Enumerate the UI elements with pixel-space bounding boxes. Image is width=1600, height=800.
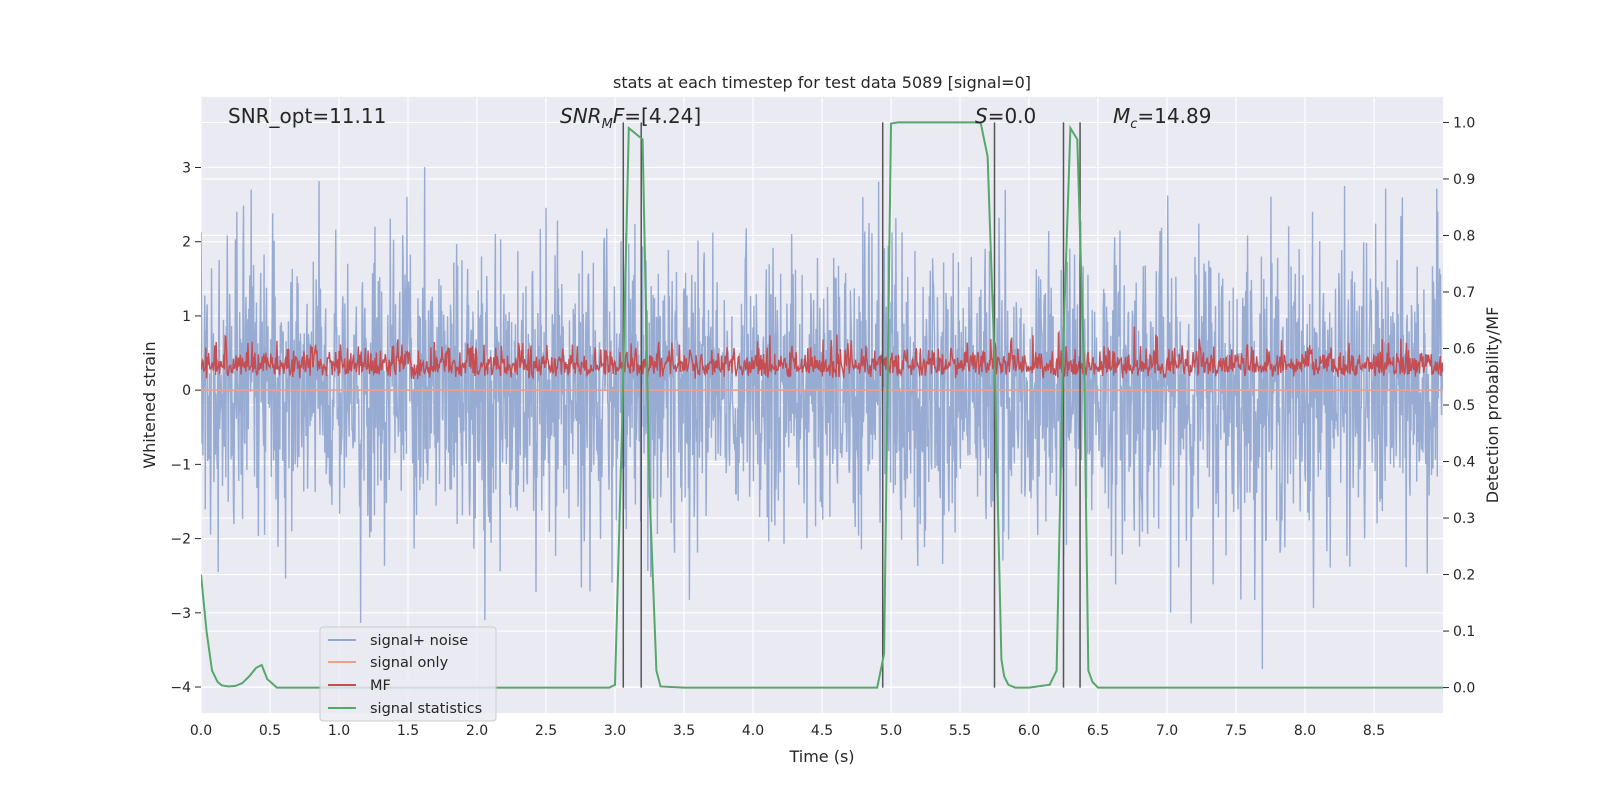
plot-area (201, 121, 1443, 689)
annotation-mc: Mc=14.89 (1113, 104, 1211, 132)
y-tick-label-left: −3 (170, 606, 191, 622)
legend: signal+ noise signal only MF signal stat… (319, 626, 497, 722)
legend-label-signal-only: signal only (370, 655, 449, 671)
y-tick-label-right: 0.4 (1453, 455, 1475, 471)
y-tick-label-left: −4 (170, 680, 191, 696)
series-signal-plus-noise (201, 167, 1443, 670)
series-signal-statistics (201, 121, 1443, 689)
signal-statistics-line (201, 121, 1443, 689)
y-axis-left-ticks: −4 −3 −2 −1 0 1 2 3 (170, 161, 201, 696)
x-tick-label: 7.5 (1225, 723, 1247, 739)
y-tick-label-right: 0.9 (1453, 172, 1475, 188)
y-tick-label-left: 1 (182, 309, 191, 325)
legend-label-mf: MF (370, 678, 391, 694)
x-tick-label: 6.0 (1018, 723, 1040, 739)
x-tick-label: 3.5 (673, 723, 695, 739)
y-tick-label-right: 0.3 (1453, 511, 1475, 527)
y-tick-label-right: 0.1 (1453, 624, 1475, 640)
y-tick-label-left: −2 (170, 532, 191, 548)
y-tick-label-right: 1.0 (1453, 115, 1475, 131)
x-tick-label: 8.5 (1363, 723, 1385, 739)
x-tick-label: 2.0 (466, 723, 488, 739)
y-axis-right-ticks: 0.0 0.1 0.2 0.3 0.4 0.5 0.6 0.7 0.8 0.9 1.0 (1443, 115, 1475, 697)
x-tick-label: 5.5 (949, 723, 971, 739)
y-tick-label-right: 0.6 (1453, 341, 1475, 357)
x-axis-label: Time (s) (788, 747, 854, 766)
mf-line (201, 326, 1443, 381)
x-tick-label: 1.0 (328, 723, 350, 739)
x-tick-label: 4.5 (811, 723, 833, 739)
legend-box (319, 626, 497, 722)
x-tick-label: 5.0 (880, 723, 902, 739)
x-tick-label: 0.5 (259, 723, 281, 739)
x-tick-label: 7.0 (1156, 723, 1178, 739)
y-tick-label-left: 0 (182, 383, 191, 399)
annotation-snr-opt: SNR_opt=11.11 (228, 104, 386, 128)
y-tick-label-right: 0.0 (1453, 681, 1475, 697)
x-tick-label: 6.5 (1087, 723, 1109, 739)
x-tick-label: 3.0 (604, 723, 626, 739)
y-axis-left-label: Whitened strain (140, 341, 159, 468)
y-tick-label-left: −1 (170, 457, 191, 473)
legend-label-signal-plus-noise: signal+ noise (370, 633, 468, 649)
x-tick-label: 1.5 (397, 723, 419, 739)
x-tick-label: 8.0 (1294, 723, 1316, 739)
y-tick-label-right: 0.2 (1453, 568, 1475, 584)
series-mf (201, 326, 1443, 381)
annotation-s: S=0.0 (975, 104, 1036, 128)
y-tick-label-left: 2 (182, 235, 191, 251)
annotation-snr-mf: SNRMF=[4.24] (560, 104, 701, 132)
legend-label-signal-statistics: signal statistics (370, 701, 482, 717)
signal-plus-noise-line (201, 167, 1443, 670)
x-tick-label: 2.5 (535, 723, 557, 739)
y-tick-label-left: 3 (182, 161, 191, 177)
y-axis-right-label: Detection probability/MF (1483, 307, 1502, 504)
x-tick-label: 4.0 (742, 723, 764, 739)
y-tick-label-right: 0.5 (1453, 398, 1475, 414)
chart-title: stats at each timestep for test data 508… (613, 73, 1031, 92)
x-tick-label: 0.0 (190, 723, 212, 739)
y-tick-label-right: 0.7 (1453, 285, 1475, 301)
y-tick-label-right: 0.8 (1453, 228, 1475, 244)
x-axis-ticks: 0.0 0.5 1.0 1.5 2.0 2.5 3.0 3.5 4.0 4.5 5.0 5.5 6.0 6… (190, 723, 1385, 739)
